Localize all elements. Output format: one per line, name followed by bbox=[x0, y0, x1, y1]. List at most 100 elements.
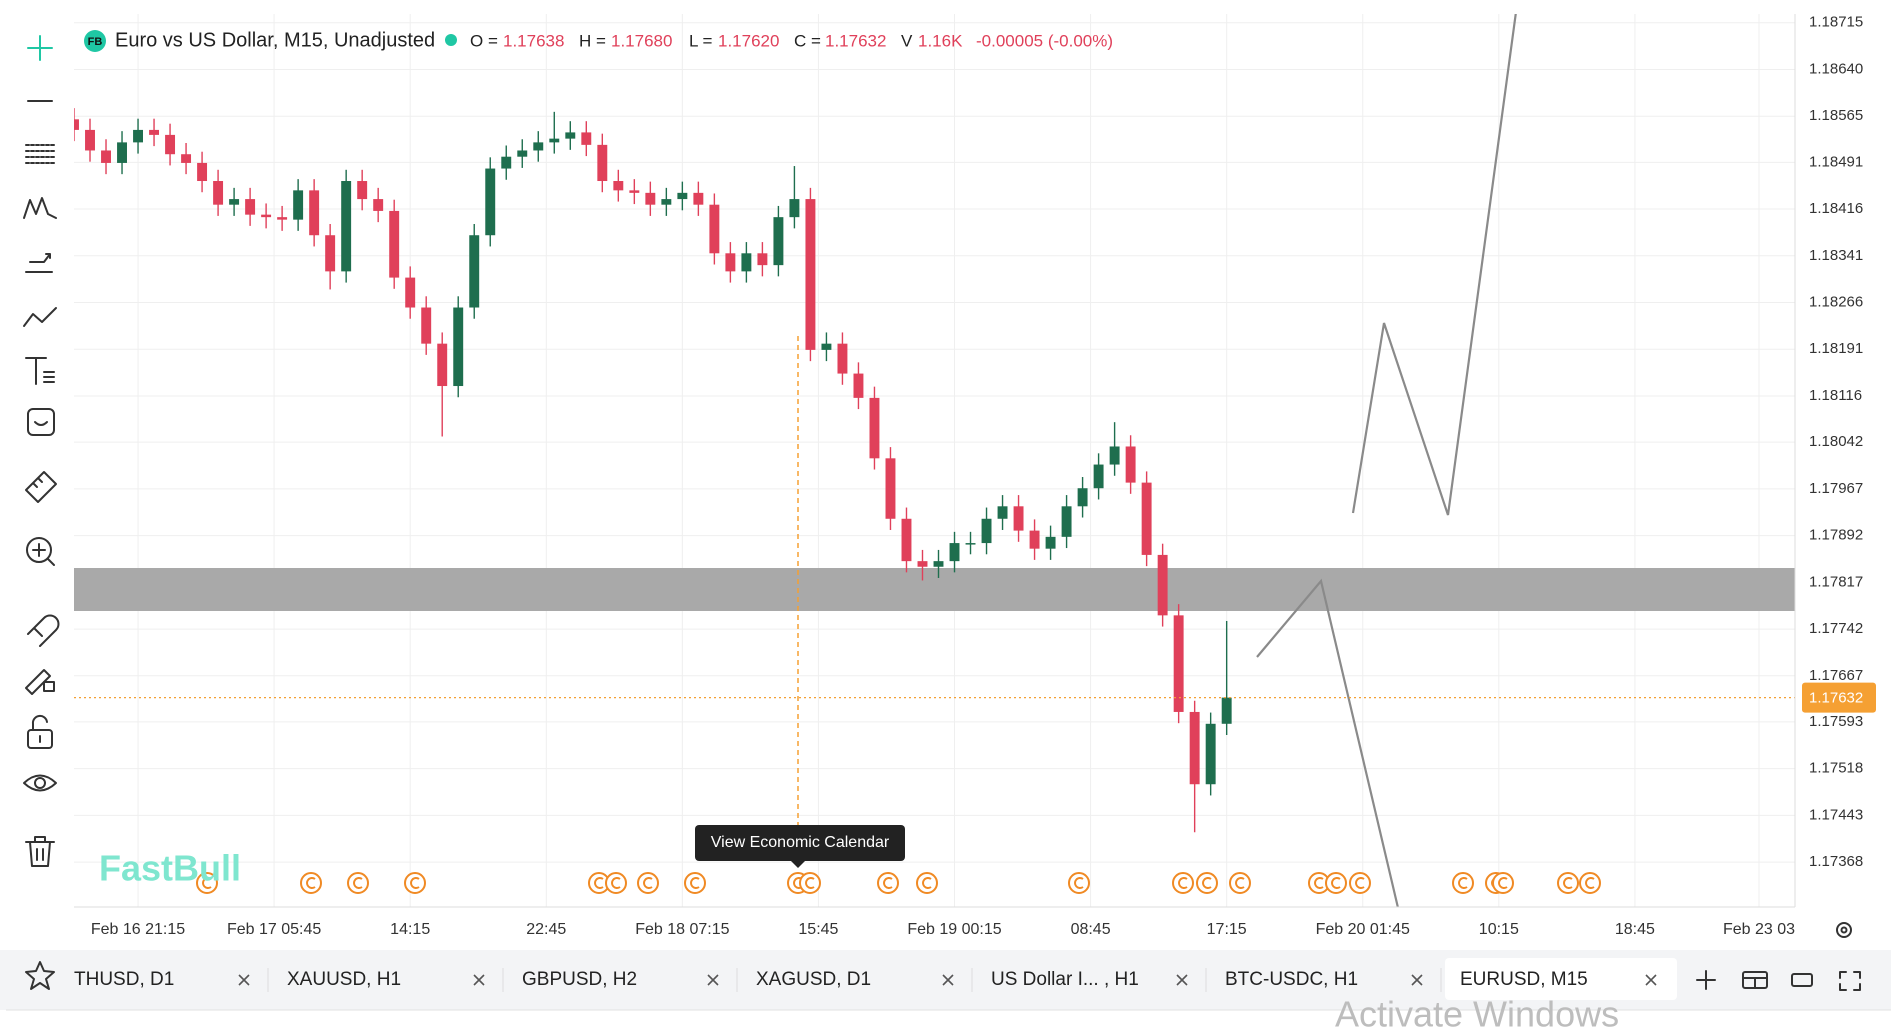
event-circle bbox=[404, 872, 426, 894]
tool-channel[interactable] bbox=[25, 144, 55, 164]
settings-button[interactable] bbox=[1836, 922, 1852, 938]
candle-body bbox=[917, 561, 928, 567]
event-marker[interactable] bbox=[1068, 872, 1090, 894]
tool-text[interactable] bbox=[25, 357, 55, 385]
tab-close[interactable] bbox=[1176, 974, 1188, 986]
event-glyph bbox=[1074, 877, 1084, 889]
tool-zoom[interactable] bbox=[26, 537, 55, 566]
candle-body bbox=[165, 134, 176, 155]
event-glyph bbox=[1314, 877, 1324, 889]
ohlc-label: L = bbox=[689, 31, 713, 50]
event-marker[interactable] bbox=[1325, 872, 1347, 894]
tab[interactable]: GBPUSD, H2 bbox=[522, 968, 738, 992]
ohlc-value: 1.17680 bbox=[611, 31, 672, 50]
candle-body bbox=[1109, 446, 1120, 465]
tool-pattern[interactable] bbox=[23, 197, 57, 219]
symbol-title[interactable]: Euro vs US Dollar, M15, Unadjusted bbox=[115, 29, 435, 51]
event-marker[interactable] bbox=[404, 872, 426, 894]
candle-body bbox=[261, 214, 272, 218]
ohlc-label: C = bbox=[794, 31, 821, 50]
tool-projection[interactable] bbox=[25, 253, 53, 273]
event-marker[interactable] bbox=[1349, 872, 1371, 894]
event-marker[interactable] bbox=[684, 872, 706, 894]
tool-unlock[interactable] bbox=[27, 714, 53, 749]
layout-button[interactable] bbox=[1742, 971, 1768, 989]
event-marker[interactable] bbox=[196, 872, 218, 894]
tab[interactable]: BTC-USDC, H1 bbox=[1225, 968, 1442, 992]
candle-body bbox=[1125, 446, 1136, 483]
tab-actions bbox=[1696, 970, 1861, 991]
tool-trend[interactable] bbox=[23, 307, 57, 327]
window-button[interactable] bbox=[1791, 973, 1813, 987]
y-tick-label: 1.17967 bbox=[1809, 480, 1863, 497]
tab-close[interactable] bbox=[707, 974, 719, 986]
tab[interactable]: XAGUSD, D1 bbox=[756, 968, 973, 992]
event-marker[interactable] bbox=[1229, 872, 1251, 894]
tool-delete[interactable] bbox=[25, 836, 55, 867]
event-marker[interactable] bbox=[1557, 872, 1579, 894]
last-price-label: 1.17632 bbox=[1809, 690, 1863, 707]
candle-body bbox=[885, 458, 896, 519]
tool-emoji[interactable] bbox=[27, 408, 55, 436]
tool-crosshair[interactable] bbox=[27, 35, 53, 61]
event-circle bbox=[684, 872, 706, 894]
candle-body bbox=[1189, 711, 1200, 785]
event-marker[interactable] bbox=[637, 872, 659, 894]
favorites-button[interactable] bbox=[25, 961, 55, 990]
event-marker[interactable] bbox=[1172, 872, 1194, 894]
candle-body bbox=[1045, 536, 1056, 549]
x-tick-label: Feb 17 05:45 bbox=[227, 921, 321, 938]
ohlc-label: O = bbox=[470, 31, 498, 50]
tool-lock-drawing[interactable] bbox=[25, 669, 55, 695]
candle-body bbox=[389, 210, 400, 278]
tool-ruler[interactable] bbox=[25, 471, 57, 503]
event-marker[interactable] bbox=[300, 872, 322, 894]
event-glyph bbox=[410, 877, 420, 889]
event-circle bbox=[1492, 872, 1514, 894]
tab[interactable]: EURUSD, M15 bbox=[1445, 958, 1677, 1000]
tab-close[interactable] bbox=[238, 974, 250, 986]
tab-close[interactable] bbox=[942, 974, 954, 986]
event-marker[interactable] bbox=[877, 872, 899, 894]
x-tick-label: Feb 18 07:15 bbox=[635, 921, 729, 938]
status-dot bbox=[445, 34, 457, 46]
event-marker[interactable] bbox=[1492, 872, 1514, 894]
event-marker[interactable] bbox=[588, 872, 610, 894]
event-marker[interactable] bbox=[605, 872, 627, 894]
fullscreen-button[interactable] bbox=[1839, 971, 1861, 991]
tab[interactable]: XAUUSD, H1 bbox=[287, 968, 504, 992]
event-circle bbox=[1452, 872, 1474, 894]
event-marker[interactable] bbox=[799, 872, 821, 894]
tab[interactable]: US Dollar I... , H1 bbox=[991, 968, 1207, 992]
x-tick-label: 17:15 bbox=[1207, 921, 1247, 938]
tab[interactable]: THUSD, D1 bbox=[74, 968, 269, 992]
tool-magnet[interactable] bbox=[27, 614, 60, 647]
y-tick-label: 1.17667 bbox=[1809, 667, 1863, 684]
event-circle bbox=[637, 872, 659, 894]
event-marker[interactable] bbox=[347, 872, 369, 894]
event-marker[interactable] bbox=[1196, 872, 1218, 894]
active-tab-bg bbox=[1445, 958, 1677, 1000]
price-line: 1.17632 bbox=[74, 682, 1876, 713]
x-tick-label: Feb 19 00:15 bbox=[907, 921, 1001, 938]
event-circle bbox=[300, 872, 322, 894]
event-glyph bbox=[1235, 877, 1245, 889]
candle-body bbox=[805, 199, 816, 350]
event-marker[interactable] bbox=[1579, 872, 1601, 894]
tab-close[interactable] bbox=[1411, 974, 1423, 986]
candle-body bbox=[85, 129, 95, 151]
tab-close[interactable] bbox=[1645, 974, 1657, 986]
tab-close[interactable] bbox=[473, 974, 485, 986]
candle-body bbox=[1077, 488, 1088, 507]
add-tab[interactable] bbox=[1696, 970, 1716, 990]
candle-body bbox=[181, 154, 192, 163]
event-marker[interactable] bbox=[1452, 872, 1474, 894]
candle-body bbox=[1157, 554, 1168, 616]
candle-body bbox=[1173, 615, 1184, 712]
event-marker[interactable] bbox=[916, 872, 938, 894]
tool-visibility[interactable] bbox=[23, 774, 57, 792]
event-glyph bbox=[1331, 877, 1341, 889]
event-markers[interactable] bbox=[196, 872, 1601, 894]
